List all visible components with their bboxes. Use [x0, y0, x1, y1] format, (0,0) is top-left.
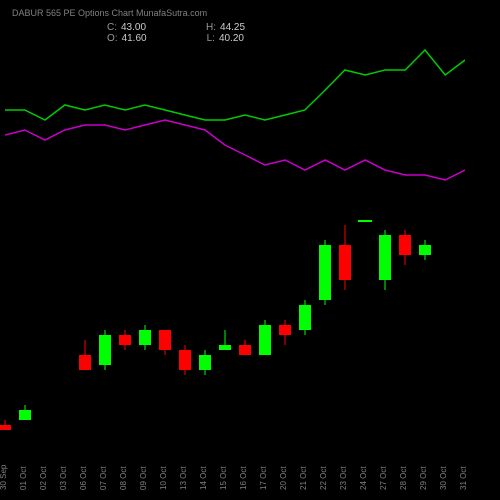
candle	[19, 40, 31, 440]
h-label: H:	[206, 22, 216, 33]
chart-area	[5, 40, 465, 440]
candle	[399, 40, 411, 440]
x-axis-label: 30 Sep	[0, 465, 8, 490]
candle	[79, 40, 91, 440]
candle-body	[379, 235, 391, 280]
x-axis-label: 09 Oct	[139, 466, 148, 490]
candle-body	[99, 335, 111, 365]
candle	[379, 40, 391, 440]
candle	[319, 40, 331, 440]
x-axis-label: 28 Oct	[399, 466, 408, 490]
x-axis-label: 13 Oct	[179, 466, 188, 490]
candle-body	[239, 345, 251, 355]
candle	[159, 40, 171, 440]
candle	[139, 40, 151, 440]
candle	[279, 40, 291, 440]
x-axis-label: 22 Oct	[319, 466, 328, 490]
candle-body	[139, 330, 151, 345]
candle	[239, 40, 251, 440]
c-label: C:	[107, 22, 117, 33]
candle-body	[299, 305, 311, 330]
candle	[119, 40, 131, 440]
candle	[219, 40, 231, 440]
candle	[339, 40, 351, 440]
x-axis-label: 30 Oct	[439, 466, 448, 490]
candle	[419, 40, 431, 440]
x-axis-label: 10 Oct	[159, 466, 168, 490]
x-axis-label: 29 Oct	[419, 466, 428, 490]
candle-body	[319, 245, 331, 300]
x-axis-label: 03 Oct	[59, 466, 68, 490]
x-axis-label: 17 Oct	[259, 466, 268, 490]
candle-body	[199, 355, 211, 370]
x-axis-label: 16 Oct	[239, 466, 248, 490]
candle	[0, 40, 11, 440]
candle	[259, 40, 271, 440]
x-axis-label: 06 Oct	[79, 466, 88, 490]
candle	[199, 40, 211, 440]
candle	[179, 40, 191, 440]
x-axis-label: 14 Oct	[199, 466, 208, 490]
x-axis-label: 23 Oct	[339, 466, 348, 490]
ohlc-row-1: C: 43.00 H: 44.25	[107, 22, 488, 33]
candle-body	[0, 425, 11, 430]
candle-body	[79, 355, 91, 370]
candle-body	[419, 245, 431, 255]
candle-body	[259, 325, 271, 355]
candle-body	[339, 245, 351, 280]
candle-body	[219, 345, 231, 350]
x-axis-label: 01 Oct	[19, 466, 28, 490]
x-axis-label: 15 Oct	[219, 466, 228, 490]
candle-body	[179, 350, 191, 370]
candle-body	[159, 330, 171, 350]
candle-body	[279, 325, 291, 335]
x-axis-label: 24 Oct	[359, 466, 368, 490]
candle-body	[19, 410, 31, 420]
candle	[299, 40, 311, 440]
h-value: 44.25	[220, 22, 245, 33]
candle-body	[399, 235, 411, 255]
x-axis-label: 20 Oct	[279, 466, 288, 490]
price-mark	[358, 220, 372, 222]
chart-header: DABUR 565 PE Options Chart MunafaSutra.c…	[12, 8, 488, 44]
candlestick-series	[5, 40, 465, 440]
candle-body	[119, 335, 131, 345]
candle	[99, 40, 111, 440]
x-axis: 30 Sep01 Oct02 Oct03 Oct06 Oct07 Oct08 O…	[5, 440, 465, 500]
chart-title: DABUR 565 PE Options Chart MunafaSutra.c…	[12, 8, 488, 18]
x-axis-label: 07 Oct	[99, 466, 108, 490]
x-axis-label: 27 Oct	[379, 466, 388, 490]
c-value: 43.00	[121, 22, 146, 33]
x-axis-label: 21 Oct	[299, 466, 308, 490]
x-axis-label: 02 Oct	[39, 466, 48, 490]
x-axis-label: 31 Oct	[459, 466, 468, 490]
x-axis-label: 08 Oct	[119, 466, 128, 490]
